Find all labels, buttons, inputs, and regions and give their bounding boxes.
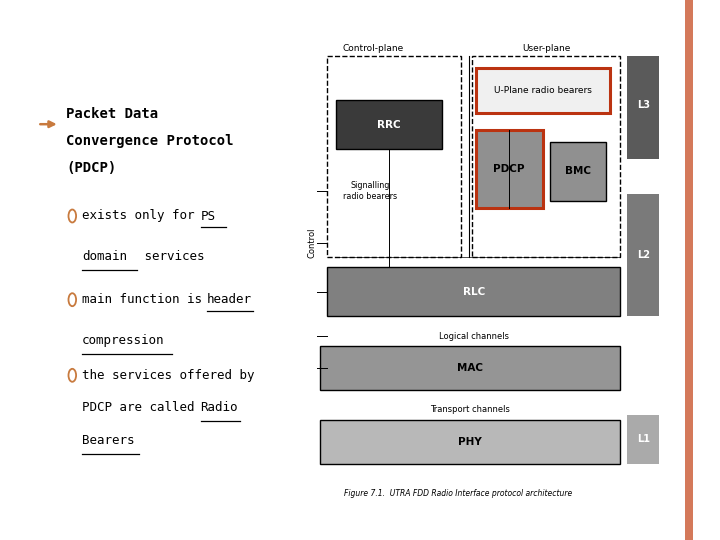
Bar [328, 267, 620, 316]
Bar [627, 415, 659, 464]
Bar [475, 130, 543, 208]
Text: PS: PS [201, 210, 215, 222]
Text: PDCP are called: PDCP are called [82, 401, 202, 414]
Text: the services offered by: the services offered by [82, 369, 254, 382]
Text: Logical channels: Logical channels [438, 332, 509, 341]
Bar [336, 100, 442, 150]
Bar [475, 68, 610, 112]
Text: main function is: main function is [82, 293, 210, 306]
Bar [627, 193, 659, 316]
Text: Figure 7.1.  UTRA FDD Radio Interface protocol architecture: Figure 7.1. UTRA FDD Radio Interface pro… [343, 489, 572, 498]
Text: Control: Control [307, 227, 316, 258]
Text: Convergence Protocol: Convergence Protocol [66, 134, 233, 149]
Text: RRC: RRC [377, 120, 401, 130]
Text: PHY: PHY [459, 437, 482, 447]
Text: compression: compression [82, 334, 164, 347]
Text: User-plane: User-plane [522, 44, 570, 53]
Bar [549, 142, 606, 201]
Text: exists only for: exists only for [82, 210, 202, 222]
Text: PDCP: PDCP [493, 164, 525, 174]
Text: MAC: MAC [457, 363, 483, 373]
Text: Signalling
radio bearers: Signalling radio bearers [343, 181, 397, 201]
Text: (PDCP): (PDCP) [66, 161, 116, 176]
Bar [627, 56, 659, 159]
Text: BMC: BMC [565, 166, 591, 177]
Text: domain: domain [82, 250, 127, 263]
Bar [685, 0, 693, 540]
Text: U-Plane radio bearers: U-Plane radio bearers [494, 86, 592, 95]
Text: Transport channels: Transport channels [431, 406, 510, 414]
Text: header: header [207, 293, 252, 306]
Text: Packet Data: Packet Data [66, 107, 158, 122]
Text: L1: L1 [636, 434, 649, 444]
Text: Radio: Radio [201, 401, 238, 414]
Text: L3: L3 [636, 100, 649, 110]
Text: services: services [138, 250, 204, 263]
Text: L2: L2 [636, 250, 649, 260]
Bar [320, 346, 620, 390]
Bar [320, 420, 620, 464]
Text: Bearers: Bearers [82, 434, 135, 447]
Text: RLC: RLC [463, 287, 485, 297]
Text: Control-plane: Control-plane [343, 44, 404, 53]
